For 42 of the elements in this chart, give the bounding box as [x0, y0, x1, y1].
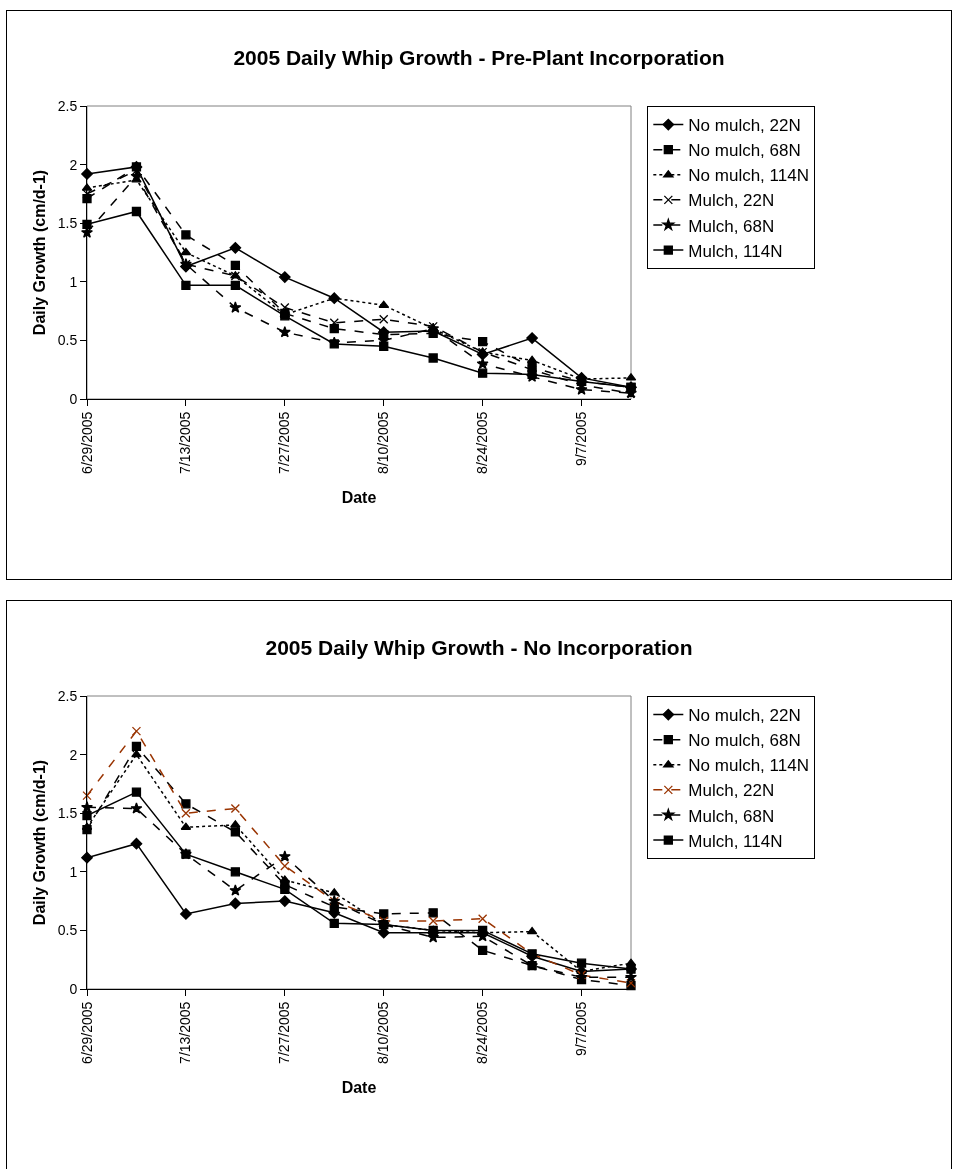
- y-tick-label: 2: [69, 156, 78, 173]
- y-tick-label: 0.5: [57, 922, 78, 939]
- x-tick-label: 8/24/2005: [474, 411, 491, 474]
- legend-label: Mulch, 22N: [688, 781, 775, 801]
- x-axis-title: Date: [341, 1078, 377, 1096]
- y-tick-label: 0: [69, 390, 78, 407]
- x-tick-label: 8/10/2005: [375, 1001, 392, 1064]
- legend-label: No mulch, 22N: [688, 706, 801, 726]
- x-tick-label: 6/29/2005: [78, 1001, 95, 1064]
- legend-label: No mulch, 68N: [688, 141, 801, 161]
- y-tick-label: 1.5: [57, 215, 78, 232]
- x-tick-label: 6/29/2005: [78, 411, 95, 474]
- legend-label: No mulch, 114N: [688, 166, 809, 186]
- legend-label: No mulch, 68N: [688, 731, 801, 751]
- y-tick-label: 0.5: [57, 332, 78, 349]
- x-tick-label: 7/13/2005: [177, 411, 194, 474]
- x-tick-label: 8/10/2005: [375, 411, 392, 474]
- x-tick-label: 7/27/2005: [276, 411, 293, 474]
- legend-label: Mulch, 68N: [688, 216, 775, 236]
- y-axis-title: Daily Growth (cm/d-1): [31, 169, 48, 336]
- x-tick-label: 8/24/2005: [474, 1001, 491, 1064]
- x-tick-label: 7/27/2005: [276, 1001, 293, 1064]
- y-tick-label: 0: [69, 980, 78, 997]
- y-tick-label: 2: [69, 746, 78, 763]
- chart-title: 2005 Daily Whip Growth - No Incorporation: [265, 636, 693, 660]
- legend-label: No mulch, 22N: [688, 116, 801, 136]
- y-tick-label: 2.5: [57, 97, 78, 114]
- legend-label: Mulch, 22N: [688, 191, 775, 211]
- y-tick-label: 1: [69, 273, 78, 290]
- y-tick-label: 1: [69, 863, 78, 880]
- legend-label: No mulch, 114N: [688, 756, 809, 776]
- x-tick-label: 9/7/2005: [573, 411, 590, 467]
- chart-title: 2005 Daily Whip Growth - Pre-Plant Incorporation: [233, 46, 725, 70]
- x-tick-label: 7/13/2005: [177, 1001, 194, 1064]
- legend-label: Mulch, 68N: [688, 806, 775, 826]
- y-tick-label: 2.5: [57, 687, 78, 704]
- y-axis-title: Daily Growth (cm/d-1): [31, 759, 48, 926]
- legend-label: Mulch, 114N: [688, 241, 783, 261]
- y-tick-label: 1.5: [57, 805, 78, 822]
- legend-label: Mulch, 114N: [688, 831, 783, 851]
- x-tick-label: 9/7/2005: [573, 1001, 590, 1057]
- x-axis-title: Date: [341, 488, 377, 506]
